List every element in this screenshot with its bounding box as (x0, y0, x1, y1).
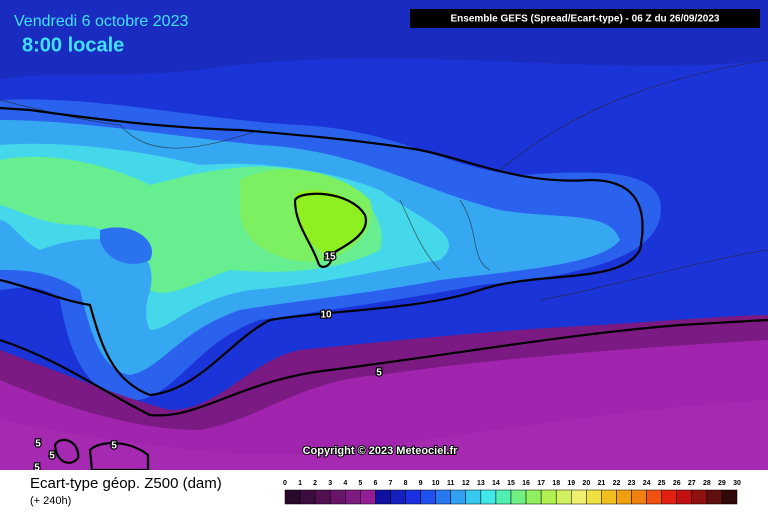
contour-label: 15 (324, 252, 336, 263)
scale-label: 25 (658, 480, 666, 487)
scale-swatch (360, 489, 376, 505)
contour-label: 5 (49, 451, 55, 462)
scale-swatch (450, 489, 467, 505)
footer-title: Ecart-type géop. Z500 (dam) (30, 475, 222, 492)
scale-label: 4 (343, 480, 347, 487)
contour-label: 5 (35, 439, 41, 450)
contour-label: 10 (320, 310, 332, 321)
scale-label: 1 (298, 480, 302, 487)
scale-swatch (601, 489, 617, 505)
scale-label: 20 (582, 480, 590, 487)
scale-swatch (586, 489, 602, 505)
field (0, 0, 768, 470)
scale-label: 10 (432, 480, 440, 487)
scale-swatch (329, 489, 346, 505)
scale-label: 17 (537, 480, 545, 487)
scale-swatch (555, 489, 572, 505)
scale-label: 21 (598, 480, 606, 487)
scale-swatch (706, 489, 723, 505)
scale-label: 22 (613, 480, 621, 487)
scale-swatch (480, 489, 497, 505)
contour-10 (0, 106, 644, 397)
scale-label: 14 (492, 480, 500, 487)
scale-swatch (571, 489, 587, 505)
scale-label: 2 (313, 480, 317, 487)
scale-swatch (691, 489, 708, 505)
scale-label: 30 (733, 480, 741, 487)
scale-label: 0 (283, 480, 287, 487)
scale-label: 29 (718, 480, 726, 487)
scale-swatch (631, 489, 647, 505)
color-scale: 0 1 2 3 4 5 6 7 8 9 10 11 12 13 14 15 16 17 18 19 20 21 22 23 24… (283, 480, 741, 505)
scale-label: 23 (628, 480, 636, 487)
contour-5 (0, 318, 768, 417)
contour-label: 5 (376, 368, 382, 379)
date: Vendredi 6 octobre 2023 (14, 13, 188, 30)
scale-label: 9 (419, 480, 423, 487)
scale-label: 28 (703, 480, 711, 487)
scale-swatch (405, 489, 421, 505)
scale-label: 12 (462, 480, 470, 487)
scale-swatch (314, 489, 331, 505)
scale-swatch (299, 489, 316, 505)
footer-lead: (+ 240h) (30, 495, 71, 507)
scale-swatch (345, 489, 361, 505)
scale-label: 27 (688, 480, 696, 487)
scale-swatch (465, 489, 482, 505)
scale-swatch (676, 489, 693, 505)
scale-label: 19 (567, 480, 575, 487)
scale-label: 13 (477, 480, 485, 487)
scale-swatch (495, 489, 512, 505)
contour-label: 5 (111, 441, 117, 452)
scale-swatch (284, 489, 301, 505)
scale-label: 26 (673, 480, 681, 487)
scale-swatch (661, 489, 677, 505)
time: 8:00 locale (22, 34, 124, 56)
source-box (410, 9, 760, 28)
contour-5b (53, 438, 150, 470)
scale-label: 11 (447, 480, 455, 487)
scale-swatch (435, 489, 451, 505)
source: Ensemble GEFS (Spread/Ecart-type) - 06 Z… (451, 14, 720, 25)
scale-swatch (420, 489, 436, 505)
scale-swatch (510, 489, 527, 505)
scale-label: 6 (373, 480, 377, 487)
scale-label: 7 (389, 480, 393, 487)
contour-15 (293, 192, 368, 268)
scale-label: 18 (552, 480, 560, 487)
scale-swatch (540, 489, 557, 505)
scale-swatch (721, 489, 738, 505)
scale-label: 5 (358, 480, 362, 487)
contour-label: 5 (34, 463, 40, 474)
scale-label: 8 (404, 480, 408, 487)
scale-label: 16 (522, 480, 530, 487)
scale-label: 3 (328, 480, 332, 487)
scale-label: 24 (643, 480, 651, 487)
scale-label: 15 (507, 480, 515, 487)
scale-swatch (375, 489, 391, 505)
scale-swatch (646, 489, 662, 505)
copyright: Copyright © 2023 Meteociel.fr (303, 445, 459, 457)
scale-swatch (616, 489, 632, 505)
scale-swatch (390, 489, 406, 505)
scale-swatch (525, 489, 542, 505)
